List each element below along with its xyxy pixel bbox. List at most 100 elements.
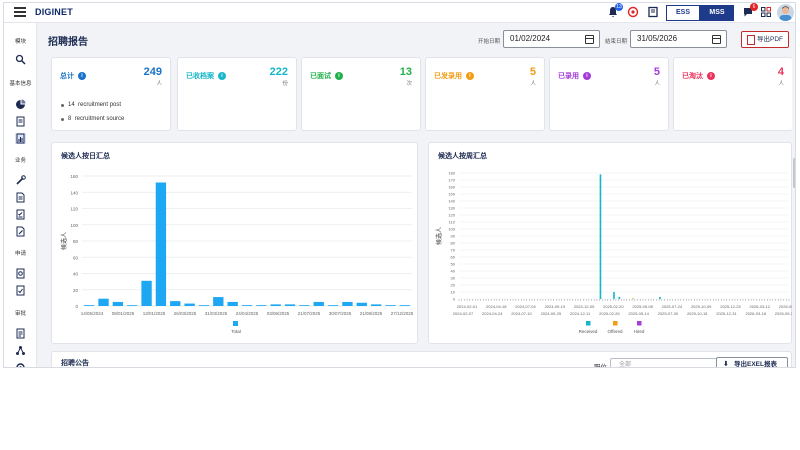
y-tick-label: 140 [70, 190, 78, 195]
y-axis-label: 候选人 [60, 232, 68, 250]
recruitment-notice-panel: 招聘公告 职位 全部 导出EXEL报表 [51, 351, 792, 368]
stat-card-detail: 8 recruitment source [60, 116, 125, 122]
bar [112, 301, 124, 306]
y-tick-label: 160 [70, 174, 78, 179]
bar [198, 305, 210, 306]
sidebar-section-modules: 模块 [14, 39, 26, 45]
x-tick-label: 2026-05-28 [779, 304, 793, 309]
bar [84, 305, 95, 306]
end-date-input[interactable]: 31/05/2026 [630, 30, 727, 48]
x-tick-label: 13/01/2025 [143, 311, 166, 316]
hamburger-menu-icon[interactable] [14, 7, 26, 18]
sidebar-section-basic-info: 基本信息 [9, 81, 32, 87]
legend-swatch [637, 321, 642, 326]
x-tick-label: 24/04/2025 [236, 311, 259, 316]
stat-card-label: 已发录用 i [434, 71, 474, 81]
export-excel-button[interactable]: 导出EXEL报表 [716, 357, 788, 367]
stat-card-unit: 人 [654, 81, 660, 87]
y-tick-label: 100 [448, 227, 455, 232]
report-icon[interactable] [15, 133, 26, 144]
end-date-value: 31/05/2026 [637, 34, 678, 43]
stat-card[interactable]: 总计 i 249 人 14 recruitment post 8 recruitment … [51, 57, 171, 131]
x-tick-label: 2025-02-26 [599, 311, 620, 316]
bar [256, 305, 267, 306]
stat-card[interactable]: 已收档案 i 222 份 [177, 57, 297, 131]
y-tick-label: 180 [448, 171, 455, 176]
daily-candidates-panel: 候选人按日汇总 0 20 40 60 80 100 120 140 160 候选人 14/05/20… [51, 142, 418, 344]
x-tick-label: 2025-02-20 [603, 304, 624, 309]
checklist-icon[interactable] [15, 209, 26, 220]
info-icon: i [583, 72, 591, 80]
info-icon: i [466, 72, 474, 80]
user-avatar[interactable] [777, 4, 794, 21]
book-icon[interactable] [646, 6, 659, 19]
file-icon[interactable] [15, 192, 26, 203]
stat-card[interactable]: 已淘汰 i 4 人 [673, 57, 793, 131]
x-tick-label: 08/01/2025 [112, 311, 135, 316]
weekly-candidates-chart: 0 10 20 30 40 50 60 70 80 90 100 110 120 130 140 150 160… [435, 171, 793, 335]
export-pdf-button[interactable]: 导出PDF [741, 31, 789, 48]
info-icon: i [335, 72, 343, 80]
sidebar-section-approval: 审批 [14, 311, 26, 317]
calendar-icon[interactable] [585, 35, 594, 44]
x-tick-label: 2024-07-04 [515, 304, 536, 309]
ess-button[interactable]: ESS [666, 5, 700, 21]
y-tick-label: 150 [448, 192, 455, 197]
network-icon[interactable] [15, 345, 26, 356]
approval-icon[interactable] [15, 285, 26, 296]
x-tick-label: 2024-09-19 [545, 304, 566, 309]
stat-card[interactable]: 已发录用 i 5 人 [425, 57, 545, 131]
bar [241, 305, 253, 306]
chat-badge: 6 [750, 3, 758, 11]
stat-card-value: 249 [143, 66, 162, 78]
x-tick-label: 2025-07-30 [658, 311, 679, 316]
y-tick-label: 120 [70, 207, 78, 212]
scrollbar[interactable] [792, 23, 795, 367]
stat-card[interactable]: 已面试 i 13 次 [301, 57, 421, 131]
calendar-icon[interactable] [712, 35, 721, 44]
weekly-chart-title: 候选人按周汇总 [438, 153, 487, 160]
search-icon[interactable] [15, 54, 26, 65]
y-tick-label: 140 [448, 199, 455, 204]
x-tick-label: 2025-05-08 [632, 304, 653, 309]
y-tick-label: 100 [70, 223, 78, 228]
end-date-label: 结束日期 [605, 39, 628, 45]
x-tick-label: 21/07/2025 [298, 311, 321, 316]
position-label: 职位 [594, 364, 607, 368]
x-tick-label: 2024-09-25 [541, 311, 562, 316]
tools-icon[interactable] [15, 175, 26, 186]
scroll-thumb[interactable] [793, 158, 795, 188]
dashboard-icon[interactable] [15, 99, 26, 110]
y-axis-label: 候选人 [435, 227, 443, 245]
file-edit-icon[interactable] [15, 226, 26, 237]
x-tick-label: 30/07/2025 [329, 311, 352, 316]
legend-label: Received [579, 329, 598, 334]
bar [270, 304, 281, 306]
x-tick-label: 2024-02-01 [457, 304, 478, 309]
bar [170, 301, 181, 306]
settings-icon[interactable] [15, 362, 26, 368]
legend-swatch [233, 321, 238, 326]
stat-card-label: 已录用 i [558, 71, 591, 81]
mss-button[interactable]: MSS [700, 5, 734, 21]
y-tick-label: 90 [451, 234, 456, 239]
request-icon[interactable] [15, 268, 26, 279]
bar [155, 182, 167, 306]
bar [659, 296, 661, 299]
daily-candidates-chart: 0 20 40 60 80 100 120 140 160 候选人 14/05/2024 08/01/… [60, 174, 414, 334]
stat-card-label: 已收档案 i [186, 71, 226, 81]
target-icon[interactable] [626, 6, 639, 19]
bell-icon[interactable]: 13 [606, 3, 623, 19]
stat-card[interactable]: 已录用 i 5 人 [549, 57, 669, 131]
y-tick-label: 110 [449, 220, 456, 225]
y-tick-label: 120 [448, 213, 455, 218]
legend-label: Offered [608, 329, 623, 334]
start-date-input[interactable]: 01/02/2024 [503, 30, 600, 48]
approval-list-icon[interactable] [15, 328, 26, 339]
y-tick-label: 50 [451, 262, 456, 267]
chat-icon[interactable]: 6 [741, 3, 758, 19]
apps-grid-icon[interactable] [759, 6, 772, 19]
stat-card-detail: 14 recruitment post [60, 102, 122, 108]
bar [127, 305, 138, 306]
document-icon[interactable] [15, 116, 26, 127]
